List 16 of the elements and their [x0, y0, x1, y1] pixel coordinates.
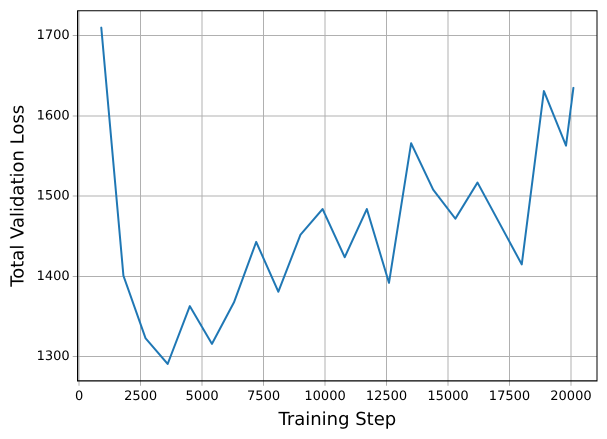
x-axis-title: Training Step [277, 408, 396, 430]
x-tick-label: 10000 [304, 388, 346, 404]
y-axis-title: Total Validation Loss [7, 104, 28, 288]
x-tick-label: 12500 [366, 388, 408, 404]
x-tick-label: 2500 [124, 388, 158, 404]
y-tick-label: 1300 [36, 349, 70, 364]
y-tick-label: 1700 [36, 28, 70, 44]
y-tick-label: 1600 [36, 108, 70, 124]
x-tick-label: 17500 [488, 388, 530, 404]
y-tick-label: 1500 [36, 188, 70, 204]
x-tick-label: 5000 [186, 388, 219, 404]
x-tick-label: 7500 [247, 388, 280, 404]
x-tick-label: 20000 [550, 388, 592, 404]
y-tick-label: 1400 [36, 268, 70, 284]
x-tick-label: 15000 [427, 388, 469, 404]
x-tick-label: 0 [75, 388, 84, 404]
